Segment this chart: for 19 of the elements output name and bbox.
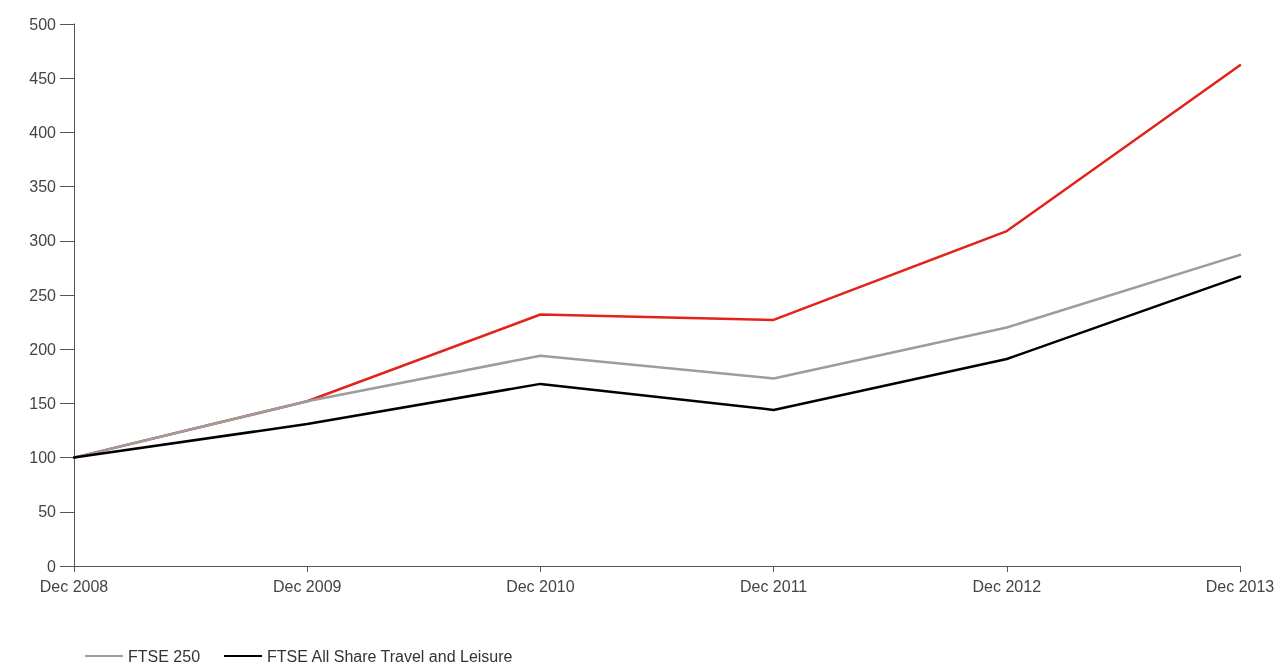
legend-label: FTSE All Share Travel and Leisure [267, 647, 513, 665]
y-tick-label: 50 [38, 503, 57, 521]
y-tick-label: 500 [29, 15, 57, 33]
y-tick-label: 150 [29, 394, 57, 412]
x-tick-label: Dec 2013 [1205, 577, 1275, 595]
y-tick-label: 300 [29, 232, 57, 250]
x-tick-label: Dec 2012 [972, 577, 1042, 595]
y-tick-label: 350 [29, 178, 57, 196]
y-tick-label: 200 [29, 340, 57, 358]
y-tick-label: 400 [29, 123, 57, 141]
x-tick-label: Dec 2011 [739, 577, 808, 595]
legend-label: FTSE 250 [128, 647, 201, 665]
y-tick-label: 100 [29, 449, 57, 467]
x-tick-label: Dec 2008 [39, 577, 109, 595]
y-tick-label: 450 [29, 69, 57, 87]
x-tick-label: Dec 2009 [272, 577, 342, 595]
y-tick-label: 250 [29, 286, 57, 304]
y-tick-label: 0 [47, 557, 57, 575]
x-tick-label: Dec 2010 [506, 577, 575, 595]
